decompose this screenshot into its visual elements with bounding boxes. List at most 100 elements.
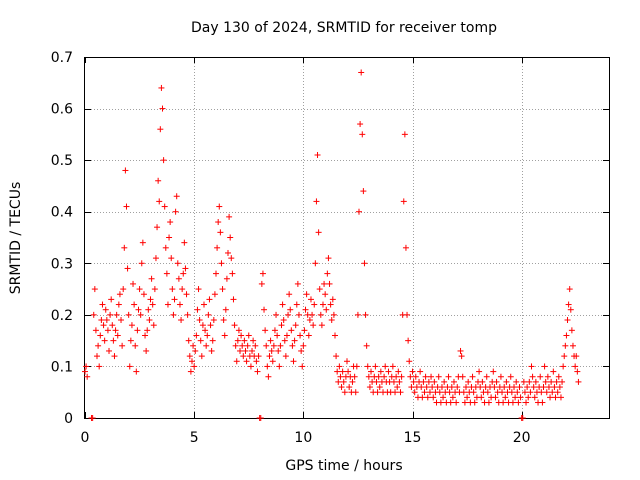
- data-point: [255, 353, 262, 360]
- data-point: [559, 378, 566, 385]
- data-point: [259, 270, 266, 277]
- data-point: [84, 373, 91, 380]
- data-point: [373, 378, 380, 385]
- y-tick-label: 0.1: [51, 359, 73, 375]
- data-point: [170, 311, 177, 318]
- data-point: [422, 373, 429, 380]
- data-point: [324, 270, 331, 277]
- data-point: [557, 394, 564, 401]
- data-point: [338, 384, 345, 391]
- data-point: [537, 373, 544, 380]
- data-point: [519, 415, 526, 421]
- data-point: [209, 337, 216, 344]
- y-tick-label: 0.5: [51, 153, 73, 169]
- data-point: [465, 378, 472, 385]
- data-point: [169, 286, 176, 293]
- data-point: [418, 384, 425, 391]
- data-point: [502, 394, 509, 401]
- data-point: [333, 353, 340, 360]
- data-point: [154, 224, 161, 231]
- data-point: [199, 322, 206, 329]
- data-point: [109, 322, 116, 329]
- data-point: [218, 260, 225, 267]
- data-point: [113, 311, 120, 318]
- data-point: [430, 394, 437, 401]
- data-point: [321, 280, 328, 287]
- data-point: [244, 342, 251, 349]
- data-point: [405, 337, 412, 344]
- data-point: [317, 311, 324, 318]
- data-point: [144, 327, 151, 334]
- data-point: [381, 373, 388, 380]
- data-point: [99, 301, 106, 308]
- data-point: [162, 244, 169, 251]
- data-point: [389, 363, 396, 370]
- x-tick-label: 20: [513, 430, 531, 446]
- data-point: [239, 342, 246, 349]
- data-point: [493, 378, 500, 385]
- data-point: [435, 373, 442, 380]
- data-point: [305, 332, 312, 339]
- data-point: [192, 347, 199, 354]
- grid-lines: [85, 57, 609, 418]
- data-point: [569, 342, 576, 349]
- data-point: [187, 368, 194, 375]
- data-point: [184, 311, 191, 318]
- data-point: [134, 327, 141, 334]
- data-point: [412, 373, 419, 380]
- data-point: [97, 332, 104, 339]
- data-point: [89, 415, 96, 421]
- data-point: [346, 384, 353, 391]
- data-point: [516, 384, 523, 391]
- data-point: [400, 198, 407, 205]
- data-point: [102, 306, 109, 313]
- data-point: [313, 198, 320, 205]
- data-point: [252, 342, 259, 349]
- data-point: [315, 229, 322, 236]
- data-point: [567, 306, 574, 313]
- data-point: [393, 373, 400, 380]
- data-point: [426, 389, 433, 396]
- data-point: [453, 399, 460, 406]
- data-point: [279, 301, 286, 308]
- data-point: [92, 327, 99, 334]
- data-point: [107, 311, 114, 318]
- data-point: [476, 368, 483, 375]
- data-point: [230, 296, 237, 303]
- data-point: [262, 327, 269, 334]
- data-point: [258, 280, 265, 287]
- data-point: [168, 255, 175, 262]
- data-point: [232, 342, 239, 349]
- data-point: [204, 332, 211, 339]
- data-point: [90, 311, 97, 318]
- data-point: [231, 322, 238, 329]
- data-point: [185, 337, 192, 344]
- data-point: [145, 306, 152, 313]
- data-point: [330, 311, 337, 318]
- data-point: [471, 399, 478, 406]
- data-point: [108, 296, 115, 303]
- data-point: [428, 373, 435, 380]
- data-point: [417, 368, 424, 375]
- data-point: [318, 322, 325, 329]
- data-point: [527, 389, 534, 396]
- data-point: [245, 332, 252, 339]
- data-point: [243, 358, 250, 365]
- data-point: [270, 342, 277, 349]
- x-tick-label: 5: [190, 430, 199, 446]
- data-point: [339, 368, 346, 375]
- data-point: [331, 332, 338, 339]
- data-point: [357, 121, 364, 128]
- data-point: [409, 368, 416, 375]
- data-point: [303, 291, 310, 298]
- data-point: [148, 275, 155, 282]
- data-point: [420, 378, 427, 385]
- data-point: [410, 378, 417, 385]
- data-point: [335, 378, 342, 385]
- data-points: [82, 69, 582, 421]
- data-point: [319, 301, 326, 308]
- data-point: [562, 342, 569, 349]
- data-point: [306, 317, 313, 324]
- data-point: [503, 378, 510, 385]
- data-point: [264, 363, 271, 370]
